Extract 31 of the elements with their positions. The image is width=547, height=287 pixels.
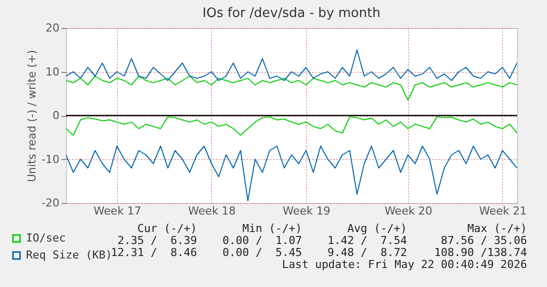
text: Avg (-/+) <box>347 222 407 235</box>
y-tick-label: -20 <box>42 196 60 210</box>
y-tick-label: 10 <box>46 65 60 78</box>
line-series <box>66 116 517 136</box>
text: 0.00 / 5.45 <box>222 246 302 259</box>
x-tick-label: Week 18 <box>188 204 236 218</box>
text: 9.48 / 8.72 <box>328 246 407 259</box>
y-tick-label: 20 <box>46 22 60 34</box>
legend-label: Req Size (KB) <box>26 248 112 262</box>
text: 87.56 / 35.06 <box>440 234 527 247</box>
y-axis-title: Units read (-) / write (+) <box>26 50 39 182</box>
chart-title: IOs for /dev/sda - by month <box>202 6 380 21</box>
text: Max (-/+) <box>467 222 527 235</box>
text: 0.00 / 1.07 <box>222 234 302 247</box>
legend-label: IO/sec <box>26 232 66 244</box>
x-tick-label: Week 21 <box>479 204 527 218</box>
y-tick-label: -10 <box>42 152 60 166</box>
text: 1.42 / 7.54 <box>328 234 407 247</box>
x-tick-label: Week 19 <box>282 204 330 218</box>
x-tick-label: Week 17 <box>94 204 142 218</box>
x-tick-label: Week 20 <box>384 204 432 218</box>
text: 2.35 / 6.39 <box>118 234 197 247</box>
text: Min (-/+) <box>242 222 302 235</box>
text: 108.90 /138.74 <box>434 246 527 259</box>
line-series <box>66 146 517 202</box>
line-series <box>66 76 517 101</box>
text: Last update: Fri May 22 00:40:49 2026 <box>282 258 527 271</box>
text: 12.31 / 8.46 <box>110 246 197 259</box>
line-series <box>66 49 517 81</box>
text: Cur (-/+) <box>137 222 197 235</box>
y-tick-label: 0 <box>52 109 60 122</box>
